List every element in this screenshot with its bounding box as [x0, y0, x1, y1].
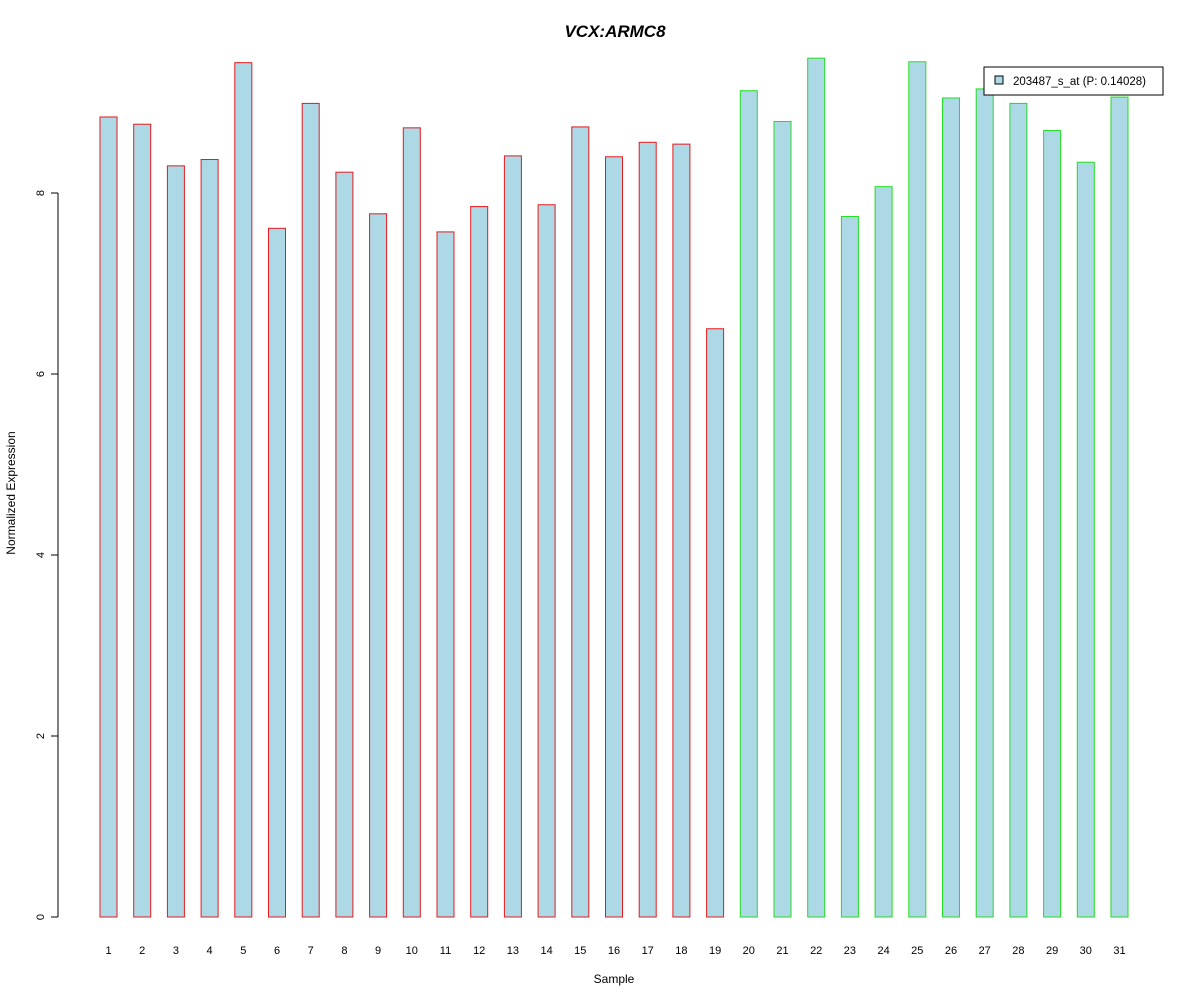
bars — [99, 57, 1129, 918]
x-tick-label: 7 — [308, 945, 314, 957]
bar-sample-19 — [706, 328, 725, 918]
bar-sample-14 — [537, 204, 556, 918]
bar-sample-21 — [773, 121, 792, 918]
legend-swatch — [994, 75, 1004, 85]
x-tick-label: 28 — [1012, 945, 1024, 957]
bar-sample-6 — [268, 227, 286, 918]
x-tick-label: 20 — [743, 945, 755, 957]
bar-sample-3 — [166, 165, 185, 918]
bar-sample-4 — [200, 159, 219, 918]
x-tick-label: 13 — [507, 945, 519, 957]
x-tick-label: 14 — [540, 945, 552, 957]
bar-sample-28 — [1009, 102, 1028, 918]
x-tick-label: 8 — [341, 945, 347, 957]
x-tick-label: 11 — [440, 945, 451, 957]
bar-sample-2 — [133, 123, 152, 918]
x-tick-label: 2 — [139, 945, 145, 957]
bar-sample-18 — [672, 143, 691, 918]
y-tick-label: 4 — [35, 552, 47, 558]
bar-sample-1 — [99, 116, 118, 918]
bar-sample-17 — [638, 141, 657, 918]
x-tick-label: 4 — [207, 945, 213, 957]
x-tick-label: 24 — [877, 945, 889, 957]
x-tick-label: 10 — [406, 945, 418, 957]
legend-label: 203487_s_at (P: 0.14028) — [1013, 76, 1146, 88]
bar-sample-30 — [1076, 161, 1095, 918]
x-tick-label: 21 — [776, 945, 788, 957]
bar-sample-24 — [874, 186, 893, 918]
x-axis-label: Sample — [594, 972, 635, 986]
x-tick-label: 27 — [979, 945, 991, 957]
x-tick-label: 3 — [173, 945, 179, 957]
chart-title: VCX:ARMC8 — [564, 22, 666, 41]
bar-sample-31 — [1110, 96, 1129, 918]
y-tick-label: 6 — [35, 371, 47, 377]
bar-sample-5 — [234, 62, 253, 918]
bar-sample-27 — [975, 88, 994, 918]
bar-sample-12 — [470, 206, 489, 918]
x-tick-labels: 1 2 3 4 5 6 7 8 9 10 11 12 13 14 15 16 17 18 19 20 21 22 23 24 2… — [105, 945, 1125, 957]
x-tick-label: 29 — [1046, 945, 1058, 957]
y-axis-label: Normalized Expression — [4, 431, 18, 554]
x-tick-label: 15 — [574, 945, 586, 957]
bar-sample-11 — [436, 231, 455, 918]
x-tick-label: 19 — [709, 945, 721, 957]
bar-sample-23 — [840, 216, 859, 918]
bar-sample-15 — [571, 126, 590, 918]
x-tick-label: 25 — [911, 945, 923, 957]
x-tick-label: 17 — [642, 945, 654, 957]
y-axis: 0 2 4 6 8 — [35, 190, 59, 920]
x-tick-label: 18 — [675, 945, 687, 957]
x-tick-label: 9 — [375, 945, 381, 957]
x-tick-label: 23 — [844, 945, 856, 957]
y-tick-label: 0 — [35, 914, 47, 920]
bar-sample-26 — [942, 97, 960, 918]
y-tick-label: 8 — [35, 190, 47, 196]
bar-sample-13 — [503, 155, 522, 918]
x-tick-label: 16 — [608, 945, 620, 957]
x-tick-label: 30 — [1080, 945, 1092, 957]
bar-sample-20 — [739, 90, 758, 918]
bar-sample-8 — [335, 171, 354, 918]
bar-sample-22 — [807, 57, 826, 918]
x-tick-label: 6 — [274, 945, 280, 957]
x-tick-label: 5 — [240, 945, 246, 957]
legend: 203487_s_at (P: 0.14028) — [983, 66, 1164, 96]
bar-sample-29 — [1043, 130, 1062, 918]
y-tick-label: 2 — [35, 733, 47, 739]
x-tick-label: 22 — [810, 945, 822, 957]
x-tick-label: 12 — [473, 945, 485, 957]
bar-sample-7 — [301, 102, 320, 918]
bar-sample-10 — [402, 127, 421, 918]
legend-box — [983, 66, 1164, 96]
bar-sample-25 — [908, 61, 927, 918]
x-tick-label: 31 — [1113, 945, 1125, 957]
bar-sample-16 — [605, 156, 623, 918]
x-tick-label: 1 — [105, 945, 111, 957]
bar-sample-9 — [369, 213, 388, 918]
x-tick-label: 26 — [945, 945, 957, 957]
